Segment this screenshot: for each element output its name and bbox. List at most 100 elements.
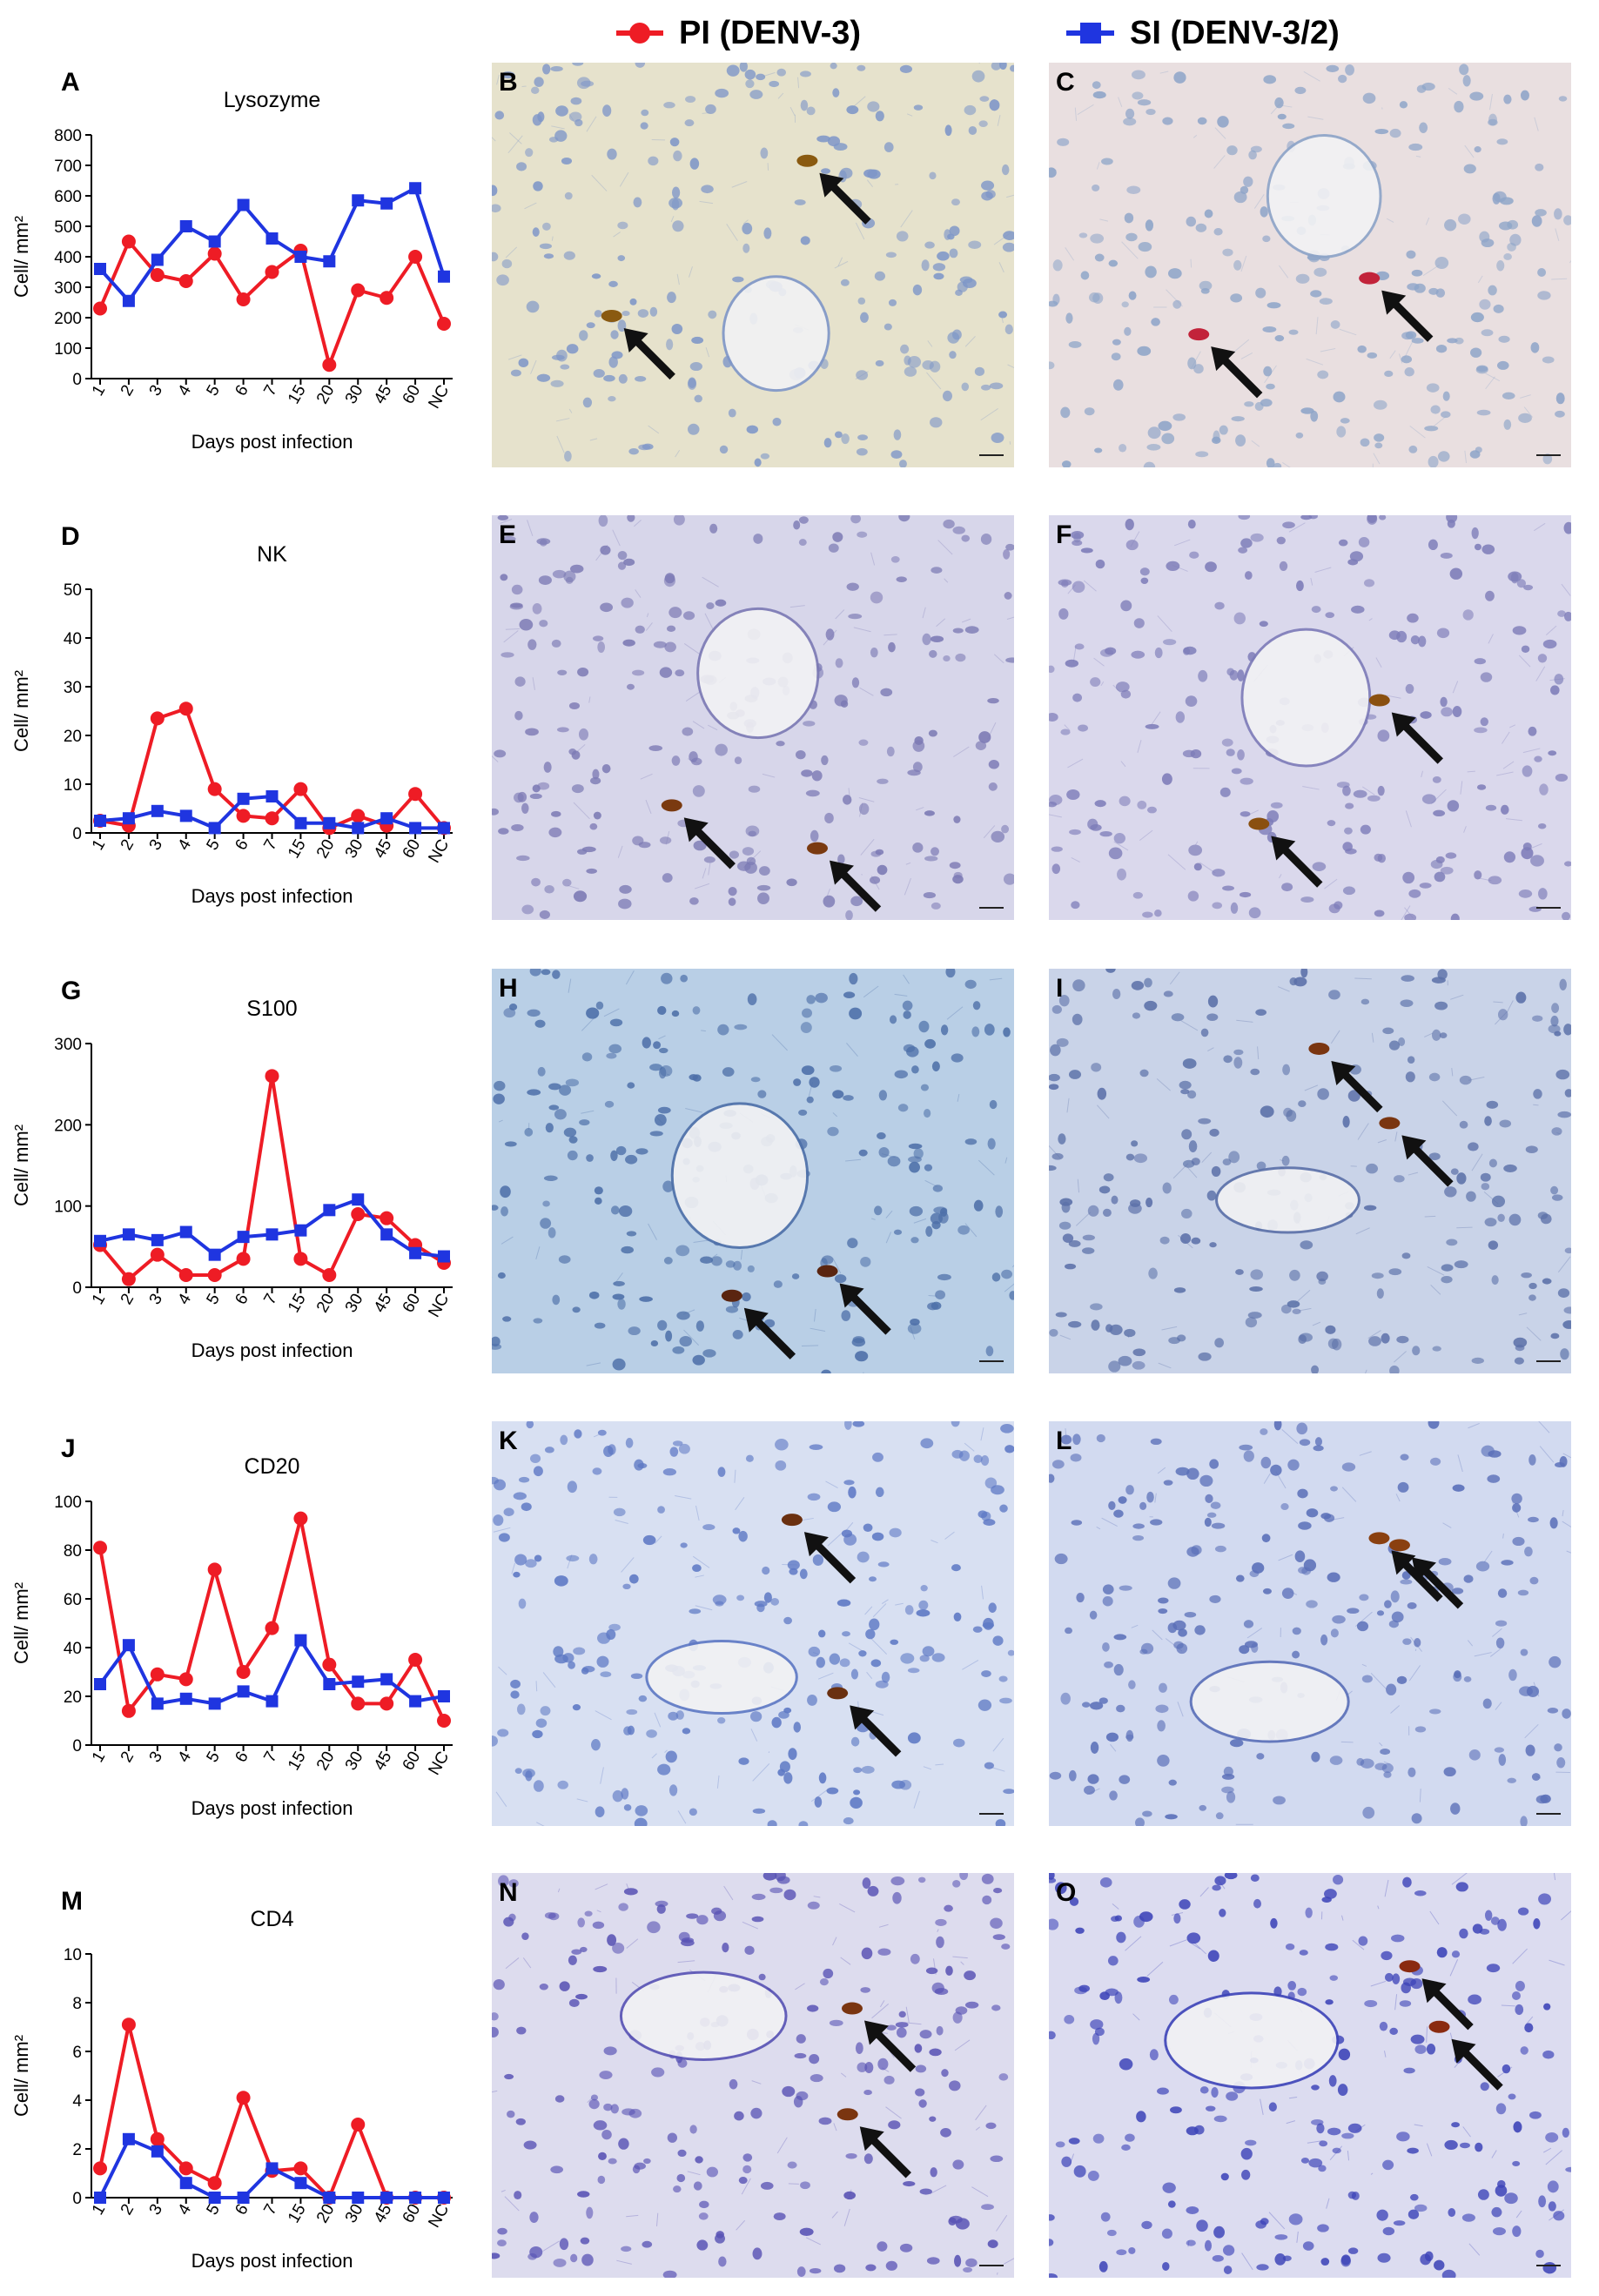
nucleus bbox=[544, 1447, 554, 1453]
nucleus bbox=[736, 861, 751, 871]
nucleus bbox=[857, 2062, 868, 2072]
tissue-fiber bbox=[1241, 2252, 1253, 2271]
nucleus bbox=[875, 849, 884, 856]
tissue-fiber bbox=[1357, 1123, 1369, 1140]
nucleus bbox=[595, 1806, 605, 1817]
nucleus bbox=[1052, 259, 1063, 272]
nucleus bbox=[1515, 1980, 1525, 1991]
nucleus bbox=[579, 330, 588, 341]
nucleus bbox=[1548, 750, 1557, 756]
nucleus bbox=[657, 1763, 671, 1776]
nucleus bbox=[1513, 1337, 1528, 1348]
nucleus bbox=[1148, 1267, 1158, 1279]
nucleus bbox=[1226, 145, 1238, 156]
nucleus bbox=[638, 842, 651, 849]
tissue-fiber bbox=[777, 92, 784, 99]
x-tick-label: 30 bbox=[342, 836, 367, 862]
tissue-fiber bbox=[1075, 1212, 1092, 1226]
nucleus bbox=[1451, 2122, 1460, 2128]
nucleus bbox=[1470, 312, 1484, 323]
nucleus bbox=[924, 1108, 931, 1118]
nucleus bbox=[893, 429, 902, 440]
stained-cell bbox=[807, 842, 829, 855]
nucleus bbox=[1300, 2158, 1310, 2164]
nucleus bbox=[869, 1618, 880, 1631]
nucleus bbox=[1481, 1183, 1490, 1191]
micrograph-letter: K bbox=[499, 1427, 518, 1455]
nucleus bbox=[827, 1126, 839, 1137]
nucleus bbox=[843, 1480, 855, 1486]
nucleus bbox=[561, 157, 573, 165]
nucleus bbox=[1131, 70, 1146, 80]
arrow-head bbox=[623, 327, 648, 352]
tissue-fiber bbox=[835, 609, 845, 620]
x-tick-label: 7 bbox=[260, 1291, 280, 1308]
tissue-fiber bbox=[1329, 2145, 1343, 2160]
nucleus bbox=[1325, 1325, 1336, 1334]
nucleus bbox=[1162, 1182, 1172, 1194]
nucleus bbox=[711, 1256, 722, 1266]
nucleus bbox=[842, 1631, 850, 1637]
nucleus bbox=[598, 2152, 607, 2160]
nucleus bbox=[756, 73, 766, 81]
nucleus bbox=[874, 271, 886, 281]
tissue-fiber bbox=[1405, 810, 1412, 828]
nucleus bbox=[1430, 859, 1443, 869]
nucleus bbox=[1311, 1751, 1320, 1762]
nucleus bbox=[617, 221, 628, 230]
nucleus bbox=[1344, 827, 1353, 835]
nucleus bbox=[634, 2162, 647, 2170]
nucleus bbox=[564, 191, 573, 200]
nucleus bbox=[809, 1444, 823, 1450]
data-point-pi bbox=[265, 811, 279, 826]
y-axis-label: Cell/ mm² bbox=[10, 2035, 32, 2117]
tissue-fiber bbox=[708, 724, 718, 731]
nucleus bbox=[575, 1993, 588, 2000]
nucleus bbox=[1270, 1917, 1278, 1929]
tissue-fiber bbox=[1352, 1939, 1365, 1950]
data-point-si bbox=[94, 263, 106, 275]
nucleus bbox=[1226, 1791, 1236, 1803]
nucleus bbox=[1318, 2165, 1327, 2172]
tissue-fiber bbox=[527, 520, 534, 537]
nucleus bbox=[821, 1255, 834, 1265]
nucleus bbox=[949, 248, 958, 258]
nucleus bbox=[494, 1479, 507, 1491]
nucleus bbox=[1004, 324, 1013, 335]
nucleus bbox=[588, 1291, 600, 1299]
tissue-fiber bbox=[685, 1107, 702, 1113]
nucleus bbox=[1300, 969, 1308, 978]
nucleus bbox=[592, 635, 604, 641]
nucleus bbox=[889, 1015, 897, 1024]
nucleus bbox=[597, 1429, 607, 1436]
arrow-head bbox=[1401, 1135, 1427, 1160]
data-point-si bbox=[409, 2192, 422, 2204]
nucleus bbox=[1195, 223, 1207, 232]
nucleus bbox=[625, 1154, 638, 1165]
nucleus bbox=[1200, 287, 1210, 294]
nucleus bbox=[1528, 1453, 1536, 1466]
nucleus bbox=[1373, 399, 1387, 410]
nucleus bbox=[514, 2191, 522, 2200]
nucleus bbox=[1113, 833, 1125, 844]
nucleus bbox=[968, 240, 982, 249]
nucleus bbox=[1424, 426, 1439, 432]
nucleus bbox=[911, 1065, 919, 1074]
nucleus bbox=[728, 897, 736, 906]
nucleus bbox=[1432, 1346, 1441, 1352]
panel-letter-j: J bbox=[61, 1434, 76, 1463]
tissue-fiber bbox=[500, 518, 513, 524]
tissue-fiber bbox=[692, 1555, 710, 1568]
nucleus bbox=[1407, 1601, 1417, 1609]
nucleus bbox=[936, 2025, 944, 2036]
nucleus bbox=[1222, 2245, 1235, 2256]
nucleus bbox=[603, 2046, 617, 2056]
nucleus bbox=[1187, 1090, 1197, 1099]
nucleus bbox=[978, 1699, 992, 1711]
micrograph-letter: L bbox=[1056, 1427, 1072, 1455]
tissue-fiber bbox=[848, 2189, 852, 2199]
nucleus bbox=[601, 764, 611, 774]
tissue-fiber bbox=[881, 1599, 889, 1604]
nucleus bbox=[841, 1529, 853, 1538]
data-point-si bbox=[380, 2192, 393, 2204]
